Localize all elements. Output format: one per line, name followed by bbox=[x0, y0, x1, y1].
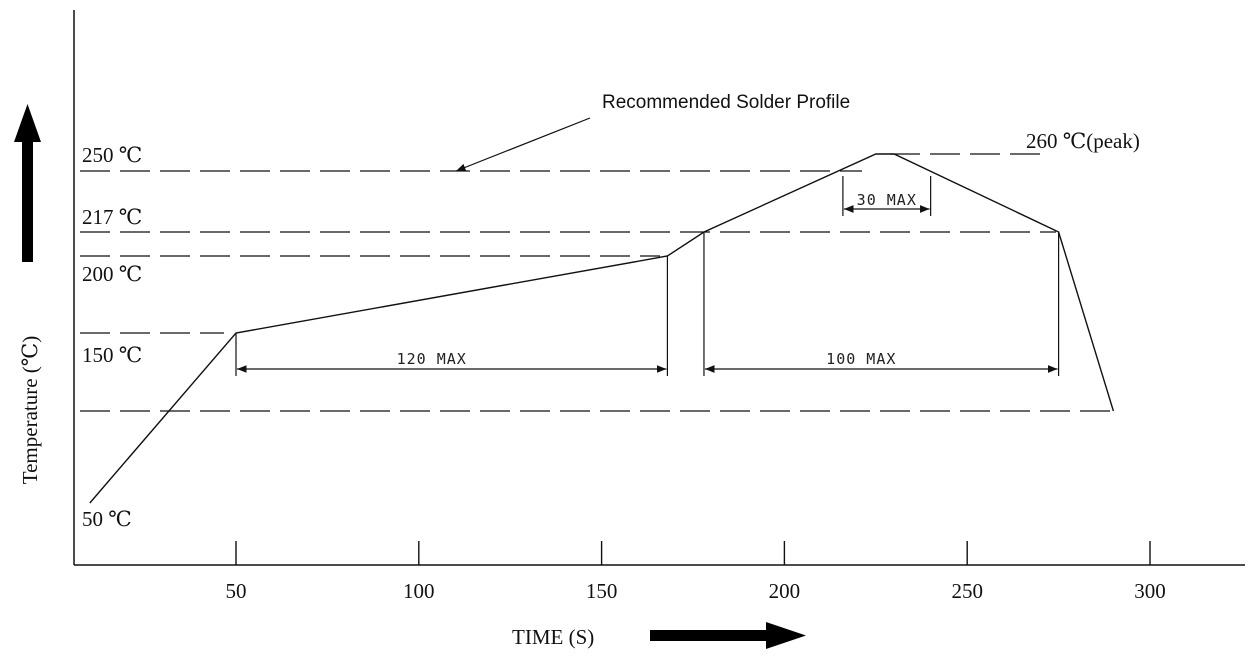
y-label-217: 217 ℃ bbox=[82, 205, 142, 229]
series-line-profile bbox=[89, 153, 1115, 504]
title-leader-line bbox=[455, 117, 591, 172]
dimension-label-3: 30 MAX bbox=[857, 191, 917, 209]
y-label-200: 200 ℃ bbox=[82, 262, 142, 286]
x-tick-label-250: 250 bbox=[951, 579, 983, 603]
peak-label: 260 ℃(peak) bbox=[1026, 129, 1140, 153]
x-tick-label-300: 300 bbox=[1134, 579, 1166, 603]
x-axis-title: TIME (S) bbox=[512, 625, 594, 649]
x-tick-label-200: 200 bbox=[769, 579, 801, 603]
x-tick-label-150: 150 bbox=[586, 579, 618, 603]
y-label-50: 50 ℃ bbox=[82, 507, 132, 531]
y-axis-title: Temperature (℃) bbox=[18, 336, 42, 485]
chart-title: Recommended Solder Profile bbox=[602, 92, 850, 113]
dimension-label-2: 100 MAX bbox=[826, 350, 896, 368]
dimension-label-1: 120 MAX bbox=[397, 350, 467, 368]
y-label-150: 150 ℃ bbox=[82, 343, 142, 367]
x-tick-label-50: 50 bbox=[226, 579, 247, 603]
x-direction-arrow bbox=[650, 622, 806, 649]
y-label-250: 250 ℃ bbox=[82, 143, 142, 167]
x-tick-label-100: 100 bbox=[403, 579, 435, 603]
y-direction-arrow bbox=[14, 104, 41, 262]
